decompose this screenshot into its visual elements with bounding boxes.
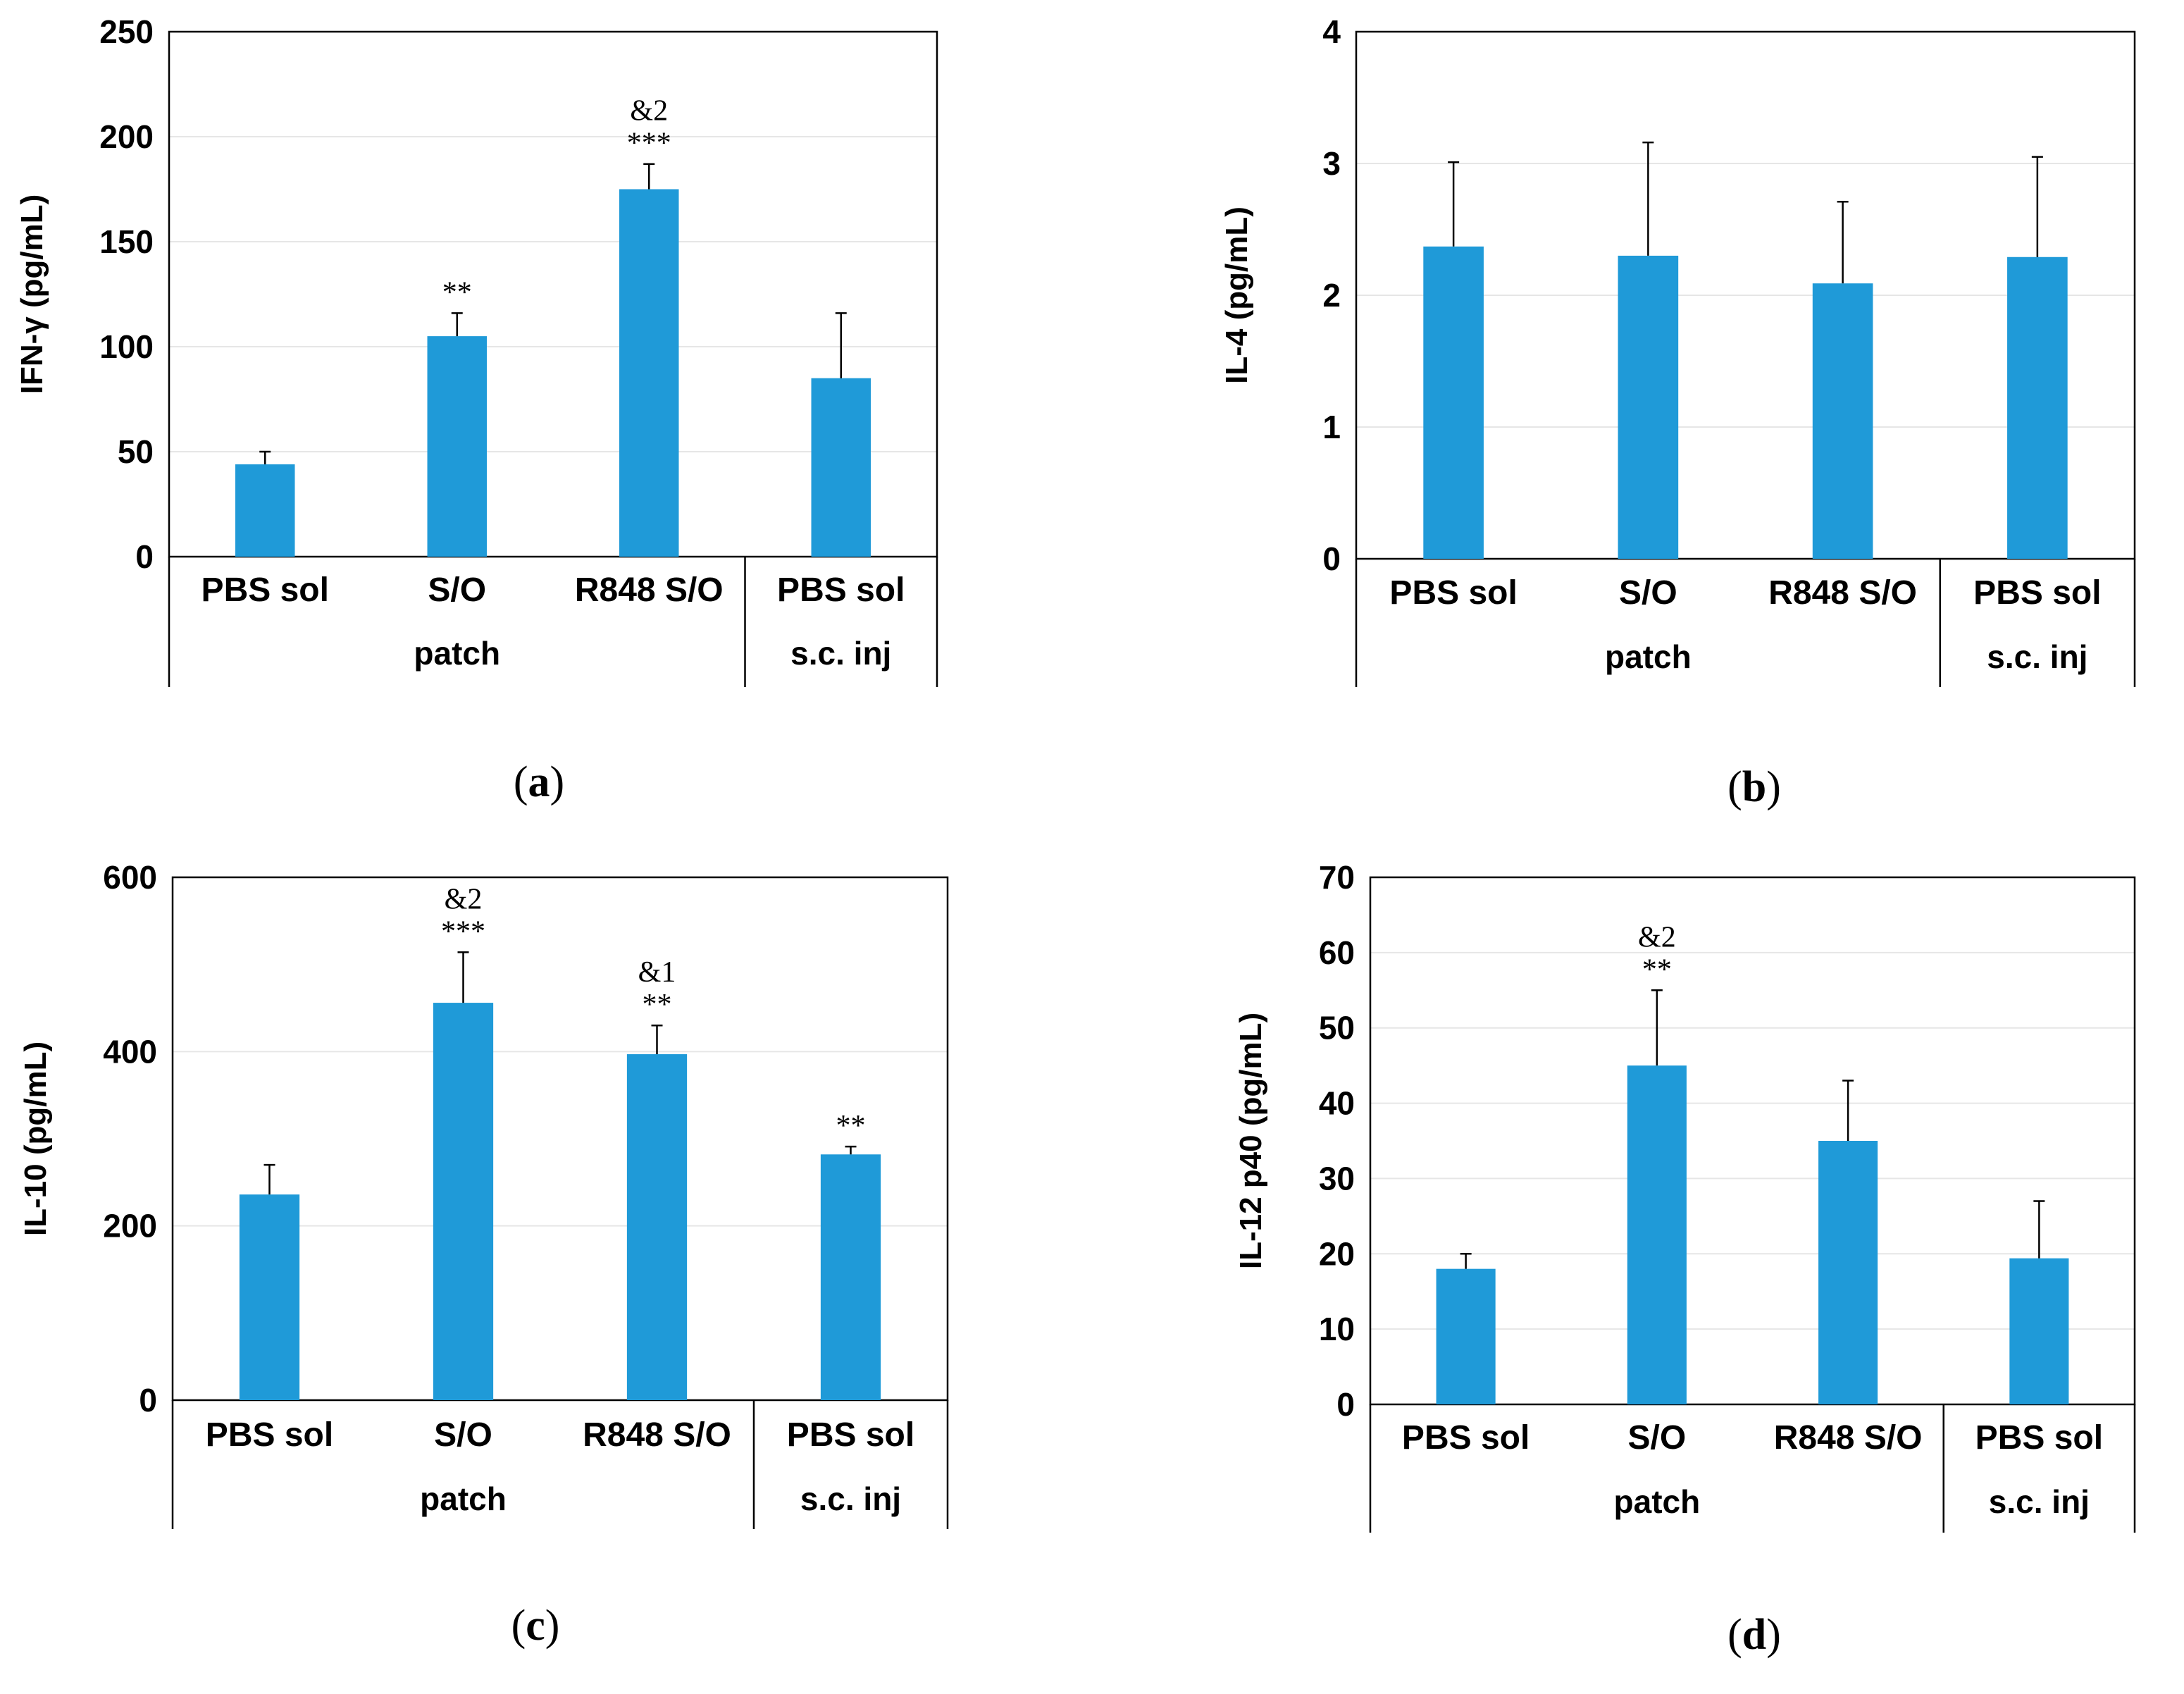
- y-tick-label: 200: [99, 118, 154, 155]
- panel-label: (a): [514, 758, 564, 806]
- y-tick-label: 250: [99, 13, 154, 50]
- chart-panel-a: 0 50 100 150 200 250 IFN-γ (pg/mL) patch s.c. in…: [15, 13, 938, 806]
- group-label: patch: [420, 1480, 507, 1517]
- category-label: S/O: [1619, 574, 1677, 612]
- bar: [433, 1003, 494, 1400]
- significance-label: **: [836, 1110, 866, 1142]
- y-axis-title: IL-12 p40 (pg/mL): [1234, 1013, 1268, 1269]
- category-label: PBS sol: [206, 1416, 333, 1454]
- y-tick-label: 400: [103, 1033, 157, 1070]
- group-label: s.c. inj: [800, 1480, 901, 1517]
- y-tick-label: 0: [135, 538, 154, 575]
- y-tick-label: 50: [1319, 1010, 1355, 1046]
- panel-letter: d: [1742, 1611, 1766, 1659]
- bar: [2009, 1258, 2069, 1404]
- bar: [626, 1054, 688, 1400]
- y-tick-label: 40: [1319, 1085, 1355, 1122]
- bar: [2007, 256, 2068, 559]
- category-label: PBS sol: [1402, 1419, 1530, 1457]
- group-label: patch: [1614, 1483, 1701, 1520]
- panel-letter: c: [526, 1602, 545, 1650]
- chart-panel-c: 0 200 400 600 IL-10 (pg/mL) patch s.c. inj PBS …: [18, 859, 949, 1650]
- y-tick-label: 3: [1322, 145, 1341, 182]
- category-label: PBS sol: [787, 1416, 914, 1454]
- y-tick-label: 20: [1319, 1235, 1355, 1272]
- significance-label: ***: [627, 128, 671, 160]
- category-label: PBS sol: [1389, 574, 1517, 612]
- panel-letter: a: [528, 758, 550, 806]
- bar: [811, 378, 871, 557]
- y-tick-label: 100: [99, 328, 154, 365]
- y-tick-label: 200: [103, 1208, 157, 1244]
- bar: [1436, 1268, 1496, 1404]
- y-tick-label: 0: [1322, 540, 1341, 577]
- panel-label: (d): [1727, 1611, 1781, 1659]
- significance-label: **: [1642, 953, 1672, 986]
- y-tick-label: 4: [1322, 13, 1341, 50]
- category-label: R848 S/O: [575, 571, 724, 609]
- panel-label: (b): [1727, 763, 1781, 811]
- y-tick-label: 50: [118, 433, 154, 470]
- panel-label: (c): [511, 1602, 560, 1650]
- category-label: PBS sol: [1975, 1419, 2103, 1457]
- category-label: R848 S/O: [1768, 574, 1917, 612]
- group-label: s.c. inj: [1987, 638, 2087, 675]
- y-tick-label: 0: [139, 1382, 157, 1418]
- bar: [1627, 1065, 1687, 1404]
- plot-frame: [171, 876, 949, 1402]
- significance-label: &2: [1638, 921, 1676, 953]
- category-label: S/O: [428, 571, 486, 609]
- y-axis-title: IL-4 (pg/mL): [1220, 206, 1254, 384]
- chart-panel-d: 0 10 20 30 40 50 60 70 IL-12 p40 (pg/mL) patch s.c…: [1234, 859, 2136, 1659]
- bar: [239, 1194, 300, 1400]
- category-label: PBS sol: [777, 571, 905, 609]
- y-tick-label: 10: [1319, 1311, 1355, 1347]
- y-tick-label: 60: [1319, 934, 1355, 971]
- bar: [820, 1154, 881, 1400]
- bar: [1812, 283, 1873, 559]
- bar: [1618, 255, 1679, 559]
- y-axis-title: IFN-γ (pg/mL): [15, 194, 49, 395]
- y-tick-label: 600: [103, 859, 157, 896]
- plot-frame: [168, 30, 938, 558]
- category-label: PBS sol: [201, 571, 329, 609]
- category-label: R848 S/O: [583, 1416, 731, 1454]
- y-axis-title: IL-10 (pg/mL): [18, 1041, 53, 1236]
- bar: [235, 464, 295, 557]
- panel-letter: b: [1742, 763, 1766, 811]
- significance-label: &1: [638, 956, 676, 989]
- y-tick-label: 0: [1336, 1386, 1355, 1423]
- group-label: patch: [1605, 638, 1692, 675]
- category-label: R848 S/O: [1774, 1419, 1923, 1457]
- bar: [1423, 246, 1484, 559]
- group-label: s.c. inj: [1989, 1483, 2090, 1520]
- chart-panel-b: 0 1 2 3 4 IL-4 (pg/mL) patch s.c. inj PBS sol S/O…: [1220, 13, 2136, 811]
- y-tick-label: 2: [1322, 277, 1341, 314]
- y-tick-label: 1: [1322, 409, 1341, 445]
- bar: [619, 189, 679, 557]
- bar: [427, 336, 487, 557]
- group-label: patch: [414, 635, 500, 672]
- y-tick-label: 70: [1319, 859, 1355, 896]
- category-label: S/O: [434, 1416, 492, 1454]
- bar: [1818, 1141, 1878, 1404]
- plot-frame: [1369, 876, 2136, 1406]
- significance-label: **: [442, 276, 472, 309]
- y-tick-label: 30: [1319, 1160, 1355, 1197]
- significance-label: &2: [445, 883, 483, 915]
- y-tick-label: 150: [99, 223, 154, 260]
- category-label: PBS sol: [1973, 574, 2101, 612]
- significance-label: **: [643, 989, 672, 1021]
- plot-frame: [1355, 30, 2136, 560]
- category-label: S/O: [1628, 1419, 1687, 1457]
- significance-label: &2: [630, 95, 668, 128]
- group-label: s.c. inj: [790, 635, 891, 672]
- significance-label: ***: [441, 915, 485, 948]
